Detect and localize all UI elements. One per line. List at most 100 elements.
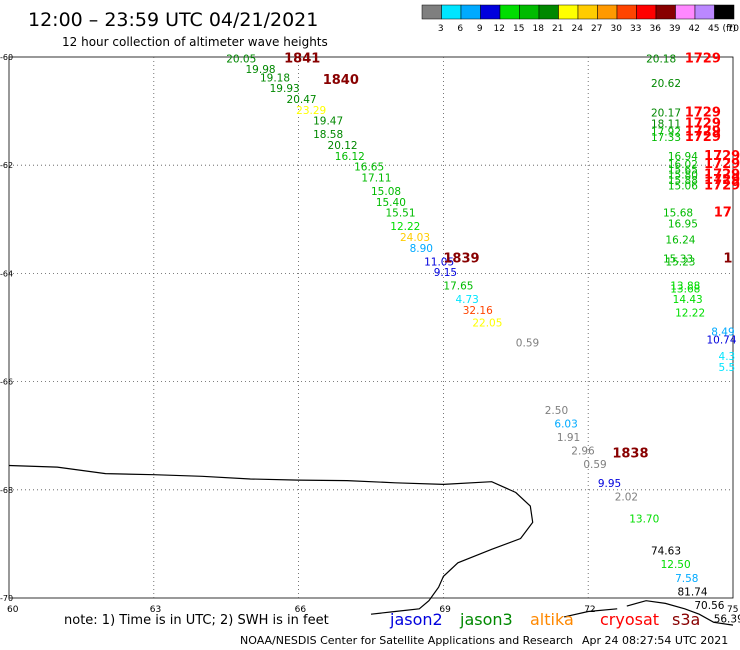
wave-height-label: 20.62 xyxy=(651,78,681,90)
wave-height-label: 15.80 xyxy=(668,170,698,182)
wave-height-label: 9.95 xyxy=(598,478,621,490)
satellite-legend-item: altika xyxy=(530,610,574,629)
wave-height-label: 14.43 xyxy=(673,294,703,306)
track-time-label: 1729 xyxy=(685,51,721,66)
scale-swatch xyxy=(421,4,442,20)
wave-height-label: 8.90 xyxy=(410,243,433,255)
scale-tick-label: 36 xyxy=(650,24,662,34)
wave-height-label: 19.93 xyxy=(270,83,300,95)
coastline xyxy=(8,464,534,615)
wave-height-label: 5.5 xyxy=(719,362,736,374)
scale-swatch xyxy=(694,4,715,20)
wave-height-label: 16.95 xyxy=(668,218,698,230)
wave-height-label: 74.63 xyxy=(651,546,681,558)
wave-height-label: 81.74 xyxy=(677,586,707,598)
wave-height-label: 11.05 xyxy=(424,256,454,268)
scale-swatch xyxy=(675,4,696,20)
wave-height-label: 15.65 xyxy=(668,164,698,176)
scale-swatch xyxy=(714,4,735,20)
scale-unit: (ft) xyxy=(722,24,736,34)
wave-height-label: 15.23 xyxy=(665,256,695,268)
wave-height-label: 17.33 xyxy=(651,132,681,144)
track-time-label: 1840 xyxy=(323,73,359,88)
track-time-label: 1838 xyxy=(612,446,648,461)
footer-timestamp: Apr 24 08:27:54 UTC 2021 xyxy=(582,634,728,647)
wave-height-label: 13.68 xyxy=(670,283,700,295)
x-tick-label: 69 xyxy=(439,605,451,615)
wave-height-label: 17.65 xyxy=(443,281,473,293)
track-time-label: 1729 xyxy=(704,157,740,172)
track-time-label: 1729 xyxy=(704,179,740,194)
chart-subtitle: 12 hour collection of altimeter wave hei… xyxy=(62,35,328,49)
scale-tick-label: 21 xyxy=(552,24,563,34)
wave-height-label: 15.06 xyxy=(668,181,698,193)
track-time-label: 1729 xyxy=(704,168,740,183)
wave-height-label: 16.12 xyxy=(335,151,365,163)
wave-height-label: 15.33 xyxy=(663,254,693,266)
wave-height-label: 10.74 xyxy=(706,335,736,347)
track-time-label: 1729 xyxy=(685,130,721,145)
color-scale-legend: 3 6 9 12 15 18 21 24 27 30 33 36 39 42 45 70(ft) xyxy=(421,4,740,34)
wave-height-label: 19.18 xyxy=(260,72,290,84)
scale-swatch xyxy=(519,4,540,20)
satellite-legend-item: s3a xyxy=(672,610,700,629)
y-tick-label: -70 xyxy=(0,594,13,603)
wave-height-label: 15.08 xyxy=(371,186,401,198)
scale-swatch xyxy=(538,4,559,20)
wave-height-label: 12.50 xyxy=(661,559,691,571)
scale-tick-label: 12 xyxy=(494,24,505,34)
wave-height-label: 20.12 xyxy=(328,140,358,152)
satellite-legend-item: jason2 xyxy=(389,610,443,629)
x-tick-label: 66 xyxy=(295,605,307,615)
wave-height-label: 0.59 xyxy=(516,337,539,349)
wave-height-label: 24.03 xyxy=(400,232,430,244)
y-tick-label: -68 xyxy=(0,486,13,495)
scale-swatch xyxy=(480,4,501,20)
scale-tick-label: 33 xyxy=(630,24,641,34)
track-time-label: 17 xyxy=(714,206,732,221)
scale-tick-label: 27 xyxy=(591,24,602,34)
wave-height-label: 16.24 xyxy=(665,235,695,247)
wave-height-label: 13.88 xyxy=(670,281,700,293)
wave-height-label: 9.15 xyxy=(434,267,457,279)
scale-swatch xyxy=(441,4,462,20)
wave-height-label: 16.94 xyxy=(668,151,698,163)
wave-height-label: 23.29 xyxy=(296,105,326,117)
wave-height-label: 20.18 xyxy=(646,53,676,65)
scale-swatch xyxy=(597,4,618,20)
wave-height-label: 4.3 xyxy=(719,351,736,363)
wave-height-label: 1.91 xyxy=(557,432,580,444)
wave-height-label: 17.92 xyxy=(651,126,681,138)
wave-height-label: 13.70 xyxy=(629,513,659,525)
wave-height-label: 18.11 xyxy=(651,118,681,130)
wave-height-label: 20.47 xyxy=(287,94,317,106)
scale-tick-label: 18 xyxy=(533,24,545,34)
wave-height-label: 15.88 xyxy=(668,175,698,187)
x-tick-label: 60 xyxy=(7,605,19,615)
satellite-legend-item: jason3 xyxy=(459,610,513,629)
legend-note: note: 1) Time is in UTC; 2) SWH is in fe… xyxy=(64,613,329,628)
wave-height-label: 19.98 xyxy=(246,64,276,76)
scale-swatch xyxy=(636,4,657,20)
coastline-segment xyxy=(563,608,618,618)
wave-height-label: 17.11 xyxy=(361,172,391,184)
wave-height-label: 12.22 xyxy=(390,221,420,233)
wave-height-label: 16.65 xyxy=(354,162,384,174)
scale-swatch xyxy=(616,4,637,20)
scale-tick-label: 3 xyxy=(438,24,444,34)
wave-height-label: 20.17 xyxy=(651,108,681,120)
track-time-label: 1729 xyxy=(685,106,721,121)
wave-height-label: 2.02 xyxy=(615,492,638,504)
scale-swatch xyxy=(577,4,598,20)
y-tick-label: -66 xyxy=(0,378,13,387)
satellite-legend: jason2 jason3 altika cryosat s3a xyxy=(389,610,700,629)
scale-swatch xyxy=(655,4,676,20)
scale-swatch xyxy=(499,4,520,20)
wave-height-label: 4.73 xyxy=(455,294,478,306)
y-tick-label: -62 xyxy=(0,161,13,170)
scale-tick-label: 70 xyxy=(728,24,740,34)
scale-tick-label: 45 xyxy=(708,24,719,34)
scale-swatch xyxy=(460,4,481,20)
y-tick-label: -60 xyxy=(0,53,13,62)
